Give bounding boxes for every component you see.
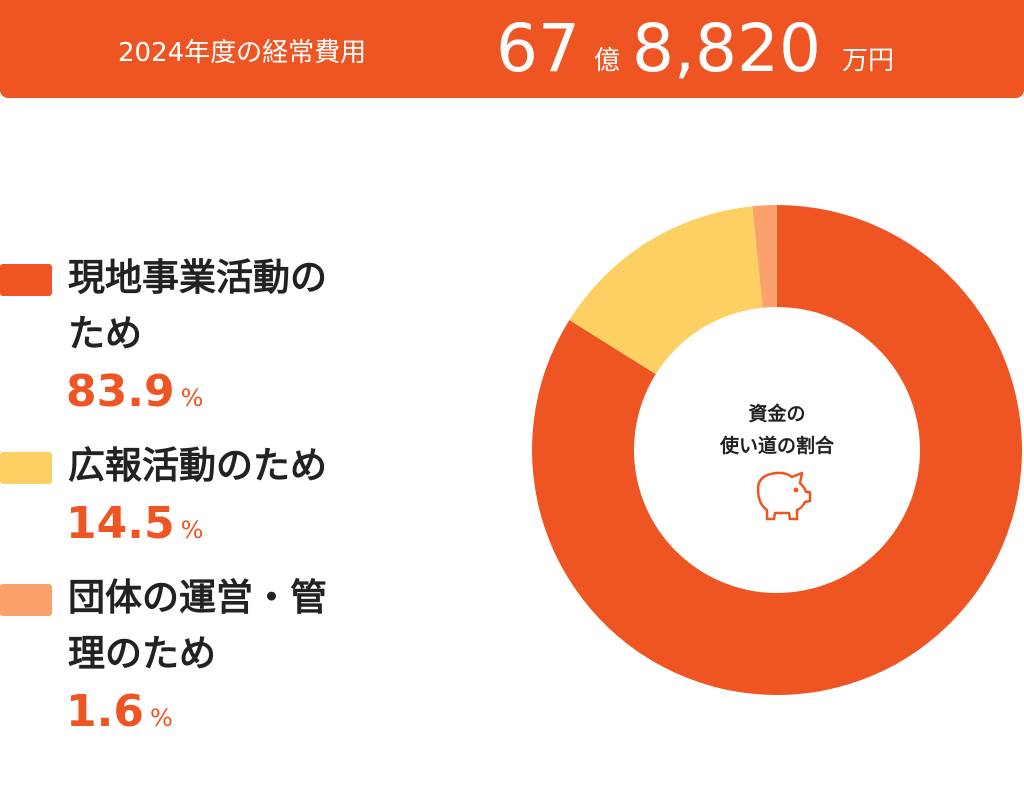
piggy-icon (756, 471, 812, 521)
value-unit: % (149, 704, 173, 732)
legend-swatch (0, 264, 52, 296)
center-label: 使い道の割合 (719, 434, 835, 457)
donut-segment (569, 206, 763, 375)
unit-man-yen: 万円 (842, 46, 895, 76)
donut-segment (532, 205, 1022, 696)
value-unit: % (180, 516, 204, 544)
legend-value-row: 14.5% (66, 494, 480, 560)
center-label: 資金の (748, 402, 805, 425)
legend-value-row: 83.9% (66, 362, 480, 428)
donut-segment (752, 205, 777, 308)
value-label: 1.6 (66, 686, 144, 737)
amount-man: 8,820 (632, 10, 821, 87)
legend-label: 団体の運営・管理のため (68, 576, 327, 675)
legend: 現地事業活動のため 83.9% 広報活動のため 14.5% 団体の運営・管理のため 1.6… (0, 250, 480, 758)
legend-value-row: 1.6% (66, 682, 480, 748)
unit-oku: 億 (594, 46, 621, 76)
header-bar: 2024年度の経常費用 67 億 8,820 万円 (0, 0, 1024, 98)
value-unit: % (180, 384, 204, 412)
value-label: 83.9 (66, 366, 175, 417)
legend-label: 現地事業活動のため (68, 256, 327, 355)
legend-item: 団体の運営・管理のため 1.6% (0, 570, 480, 748)
legend-item: 現地事業活動のため 83.9% (0, 250, 480, 428)
legend-swatch (0, 584, 52, 616)
header-label: 2024年度の経常費用 (118, 38, 367, 68)
amount-oku: 67 (496, 10, 580, 87)
legend-item: 広報活動のため 14.5% (0, 438, 480, 560)
legend-label: 広報活動のため (68, 444, 327, 487)
value-label: 14.5 (66, 498, 175, 549)
legend-swatch (0, 452, 52, 484)
